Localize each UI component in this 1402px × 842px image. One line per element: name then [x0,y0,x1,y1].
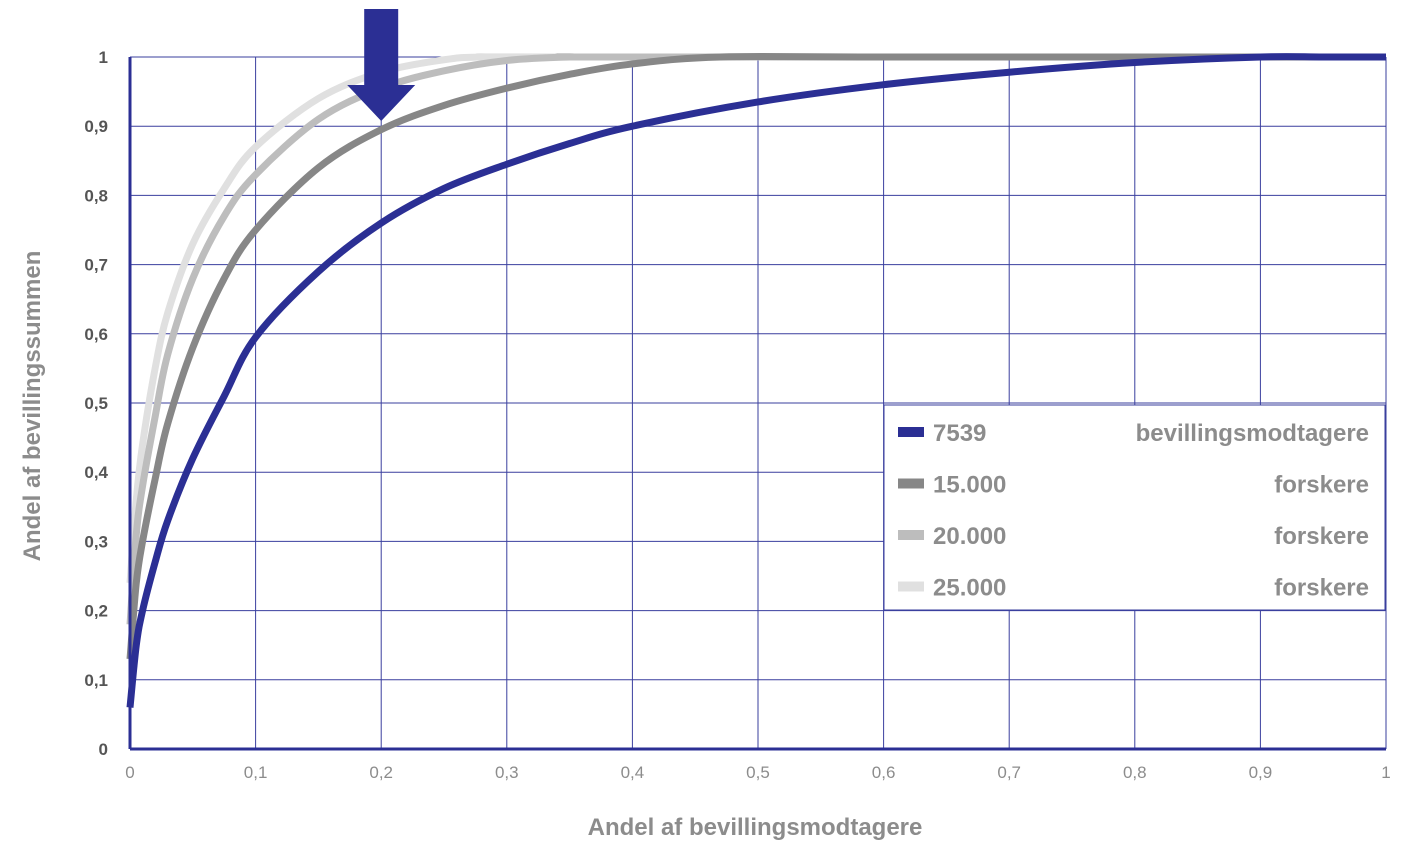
x-tick-labels: 0 0,1 0,2 0,3 0,4 0,5 0,6 0,7 0,8 0,9 1 [125,763,1390,782]
y-tick-label: 1 [99,48,108,67]
axes [128,57,1386,751]
y-tick-label: 0,3 [84,532,108,551]
y-tick-label: 0,8 [84,186,108,205]
annotation-arrow [347,9,416,121]
x-tick-label: 0,4 [621,763,645,782]
legend-box [883,404,1386,611]
y-tick-label: 0,2 [84,602,108,621]
x-tick-label: 0,8 [1123,763,1147,782]
x-tick-label: 0,1 [244,763,268,782]
y-tick-label: 0 [99,740,108,759]
legend-swatch [898,478,924,489]
y-tick-label: 0,4 [84,463,108,482]
x-tick-label: 0,3 [495,763,519,782]
y-tick-label: 0,1 [84,671,108,690]
legend-swatch [898,581,924,592]
legend-label: 20.000 [933,523,1006,550]
y-tick-label: 0,6 [84,325,108,344]
legend-label: 7539 [933,420,986,447]
x-tick-label: 0,7 [997,763,1021,782]
x-tick-label: 0 [125,763,134,782]
legend-label: 25.000 [933,575,1006,602]
y-tick-label: 0,5 [84,394,108,413]
legend-suffix: forskere [1274,575,1369,602]
legend-suffix: bevillingsmodtagere [1136,420,1369,447]
x-tick-label: 0,2 [369,763,393,782]
grid [129,56,1387,750]
legend-swatch [898,530,924,540]
series-line-20000 [126,53,1386,625]
series-line-15000 [126,52,1386,660]
x-tick-label: 0,6 [872,763,896,782]
y-tick-label: 0,9 [84,117,108,136]
legend-suffix: forskere [1274,523,1369,550]
down-arrow-icon [347,9,416,121]
series-line-7539 [126,53,1386,708]
legend-suffix: forskere [1274,472,1369,499]
y-tick-labels: 0 0,1 0,2 0,3 0,4 0,5 0,6 0,7 0,8 0,9 1 [84,48,108,759]
x-axis-label: Andel af bevillingsmodtagere [588,814,923,841]
x-tick-label: 0,5 [746,763,770,782]
x-tick-label: 1 [1381,763,1390,782]
legend-swatch [898,427,924,437]
y-tick-label: 0,7 [84,256,108,275]
legend-label: 15.000 [933,472,1006,499]
y-axis-label: Andel af bevillingssummen [19,251,46,562]
x-tick-label: 0,9 [1249,763,1273,782]
legend: 7539 bevillingsmodtagere 15.000 forskere 20.… [883,404,1386,611]
series-layer [126,52,1386,708]
